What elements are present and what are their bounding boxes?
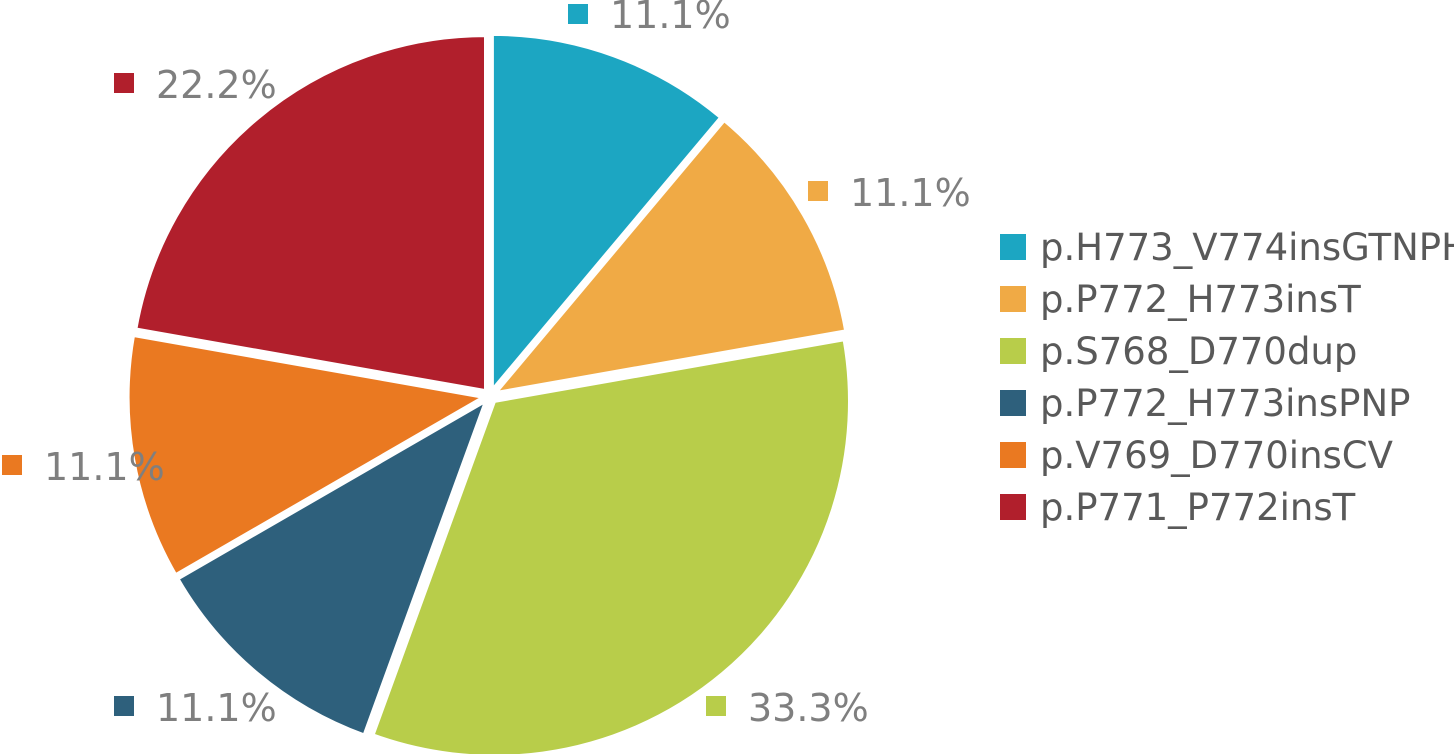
data-label-4: 11.1%	[156, 686, 277, 730]
data-label-swatch-5	[2, 455, 22, 475]
pie-slice-3	[371, 337, 851, 754]
legend-label-6: p.P771_P772insT	[1040, 486, 1356, 529]
data-label-1: 11.1%	[610, 0, 731, 37]
pie-slice-1	[490, 32, 723, 394]
data-label-swatch-1	[568, 4, 588, 24]
pie-slice-4	[176, 398, 489, 737]
data-label-3: 33.3%	[748, 686, 869, 730]
data-label-swatch-3	[706, 696, 726, 716]
data-label-swatch-4	[114, 696, 134, 716]
pie-slice-6	[134, 34, 487, 393]
legend-swatch-1	[1000, 234, 1026, 260]
data-label-swatch-2	[808, 181, 828, 201]
legend-swatch-4	[1000, 390, 1026, 416]
legend-label-2: p.P772_H773insT	[1040, 278, 1361, 321]
legend: p.H773_V774insGTNPH p.P772_H773insT p.S768…	[1000, 226, 1454, 529]
legend-label-3: p.S768_D770dup	[1040, 330, 1357, 373]
data-label-2: 11.1%	[850, 171, 971, 215]
legend-swatch-3	[1000, 338, 1026, 364]
legend-label-4: p.P772_H773insPNP	[1040, 382, 1410, 425]
data-label-6: 22.2%	[156, 63, 277, 107]
legend-label-1: p.H773_V774insGTNPH	[1040, 226, 1454, 269]
legend-swatch-2	[1000, 286, 1026, 312]
legend-swatch-6	[1000, 494, 1026, 520]
pie-slice-2	[492, 118, 848, 395]
data-label-5: 11.1%	[44, 445, 165, 489]
data-labels: 11.1% 11.1% 33.3% 11.1% 11.1% 22.2%	[2, 0, 971, 730]
legend-swatch-5	[1000, 442, 1026, 468]
pie-slice-5	[126, 333, 488, 577]
pie-slices	[126, 32, 851, 754]
data-label-swatch-6	[114, 73, 134, 93]
legend-label-5: p.V769_D770insCV	[1040, 434, 1393, 477]
